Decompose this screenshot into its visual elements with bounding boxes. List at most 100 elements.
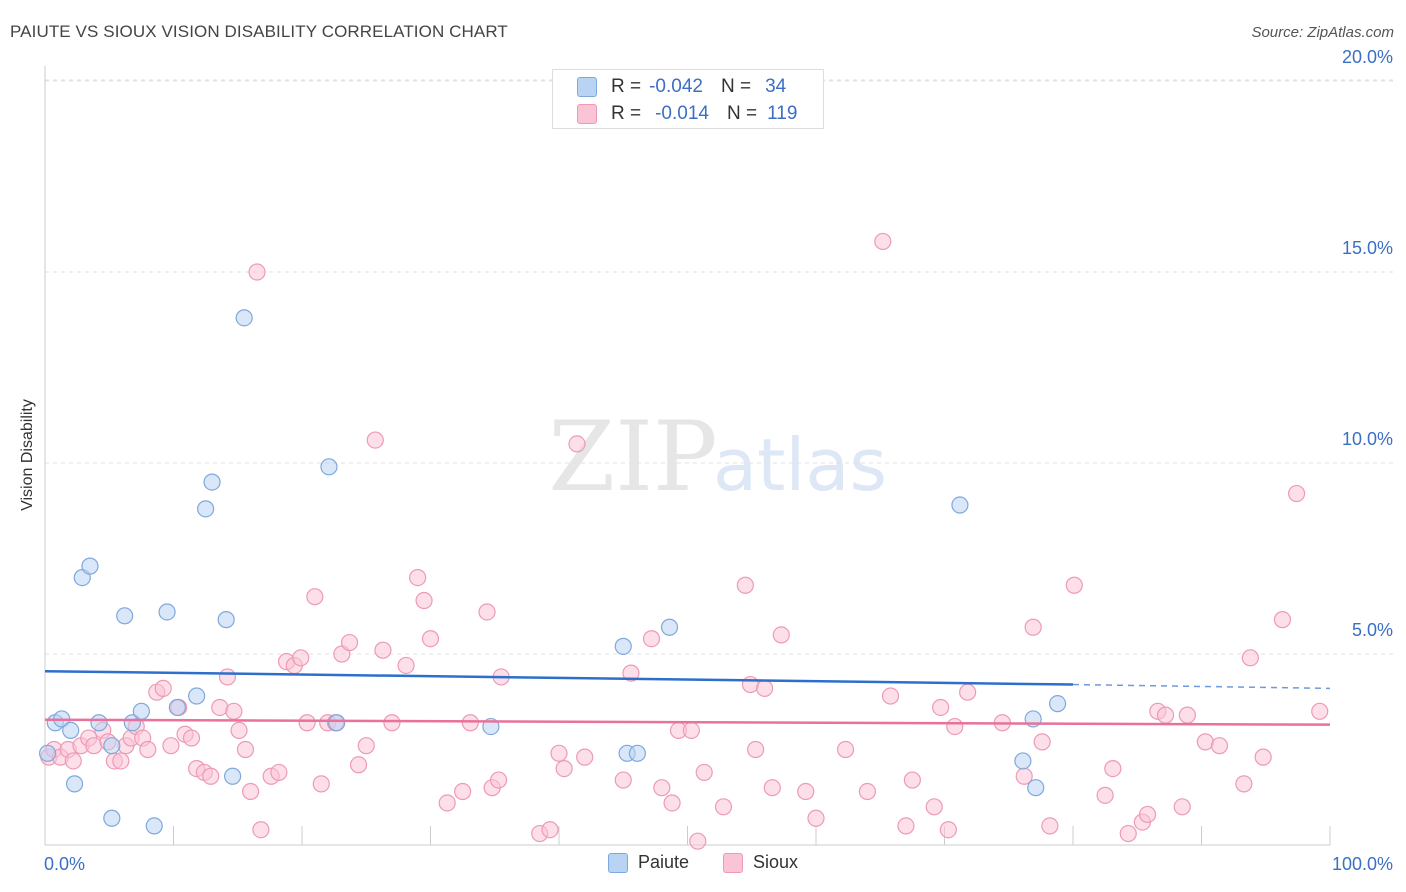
sioux-point	[807, 809, 825, 827]
gridlines	[45, 79, 1394, 655]
paiute-point	[614, 637, 632, 655]
sioux-point	[415, 591, 433, 610]
sioux-point	[340, 633, 359, 652]
sioux-point	[298, 714, 316, 732]
sioux-point	[421, 630, 440, 648]
x-tick-label: 100.0%	[1332, 854, 1393, 874]
sioux-point	[695, 763, 713, 782]
sioux-point	[576, 748, 594, 766]
paiute-point	[320, 458, 338, 476]
y-tick-label: 10.0%	[1342, 429, 1393, 449]
chart-title: PAIUTE VS SIOUX VISION DISABILITY CORREL…	[10, 22, 508, 41]
legend-label-paiute: Paiute	[637, 852, 689, 872]
sioux-point	[1138, 805, 1157, 824]
paiute-point	[328, 714, 346, 732]
legend-r-label: R =	[611, 76, 642, 97]
sioux-point	[568, 435, 586, 453]
paiute-point	[1048, 695, 1067, 713]
sioux-point	[225, 702, 243, 720]
sioux-point	[932, 698, 950, 717]
sioux-point	[1096, 786, 1114, 804]
sioux-point	[1210, 737, 1229, 755]
sioux-point	[1024, 618, 1042, 636]
sioux-point	[755, 679, 774, 697]
paiute-point	[235, 309, 253, 327]
sioux-point	[903, 771, 921, 789]
legend-r-label: R =	[611, 103, 642, 124]
sioux-point	[154, 679, 172, 697]
sioux-point	[682, 721, 700, 740]
sioux-point	[211, 698, 229, 717]
tick-labels: 5.0% 10.0% 15.0% 20.0% 0.0% 100.0%	[44, 47, 1393, 874]
legend-n-value: 119	[767, 103, 798, 124]
sioux-point	[797, 782, 815, 801]
sioux-point	[555, 759, 573, 778]
sioux-point	[881, 687, 900, 705]
sioux-point	[1241, 649, 1259, 667]
correlation-legend: R = -0.042 N = 34 R = -0.014 N = 119	[552, 69, 824, 129]
x-tick-label: 0.0%	[44, 854, 85, 874]
sioux-point	[614, 771, 632, 789]
sioux-point	[1156, 706, 1175, 724]
sioux-point	[1178, 706, 1196, 724]
sioux-point	[858, 782, 877, 801]
sioux-point	[550, 744, 568, 762]
paiute-point	[1027, 779, 1045, 797]
paiute-point	[90, 714, 108, 732]
trend-lines	[44, 669, 1331, 726]
paiute-point	[132, 702, 150, 720]
sioux-point	[236, 740, 255, 759]
sioux-point	[374, 641, 392, 659]
sioux-point	[1033, 733, 1051, 751]
sioux-point	[1235, 775, 1253, 793]
sioux-point	[736, 576, 754, 594]
legend-n-value: 34	[765, 76, 787, 97]
sioux-point	[747, 740, 765, 759]
sioux-point	[85, 737, 103, 755]
sioux-point	[202, 767, 220, 785]
sioux-point	[292, 649, 310, 667]
sioux-point	[139, 740, 157, 759]
legend-r-value: -0.042	[649, 76, 703, 97]
sioux-swatch	[577, 104, 597, 124]
sioux-point	[1041, 817, 1059, 835]
paiute-point	[951, 496, 969, 514]
paiute-swatch	[607, 852, 628, 873]
sioux-point	[836, 740, 855, 759]
bottom-legend: Paiute Sioux	[0, 852, 1406, 873]
sioux-trend-line	[44, 718, 1331, 726]
sioux-swatch	[723, 852, 743, 873]
paiute-trend-extension	[1072, 683, 1331, 690]
paiute-point	[224, 767, 242, 785]
sioux-point	[874, 232, 892, 251]
sioux-point	[959, 683, 977, 701]
sioux-point	[357, 737, 375, 755]
sioux-point	[454, 782, 472, 801]
sioux-point	[622, 664, 640, 682]
sioux-point	[541, 821, 559, 839]
sioux-point	[1311, 702, 1329, 720]
sioux-point	[252, 821, 270, 839]
sioux-point	[461, 714, 479, 732]
sioux-point	[939, 821, 957, 839]
sioux-point	[490, 771, 508, 789]
watermark-zip: ZIP	[548, 401, 717, 513]
paiute-point	[145, 817, 163, 835]
sioux-point	[383, 714, 401, 732]
sioux-point	[1119, 824, 1137, 843]
sioux-point	[1065, 576, 1083, 594]
paiute-point	[103, 737, 121, 755]
sioux-point	[64, 752, 82, 770]
sioux-point	[714, 798, 733, 816]
legend-item-sioux: Sioux	[723, 852, 798, 873]
legend-row-sioux: R = -0.014 N = 119	[577, 101, 797, 127]
paiute-point	[123, 714, 141, 732]
legend-label-sioux: Sioux	[753, 852, 799, 872]
sioux-point	[1173, 798, 1191, 816]
sioux-point	[478, 603, 496, 621]
sioux-point	[763, 779, 781, 797]
sioux-point	[366, 431, 384, 449]
legend-item-paiute: Paiute	[607, 852, 689, 873]
sioux-point	[349, 756, 368, 774]
